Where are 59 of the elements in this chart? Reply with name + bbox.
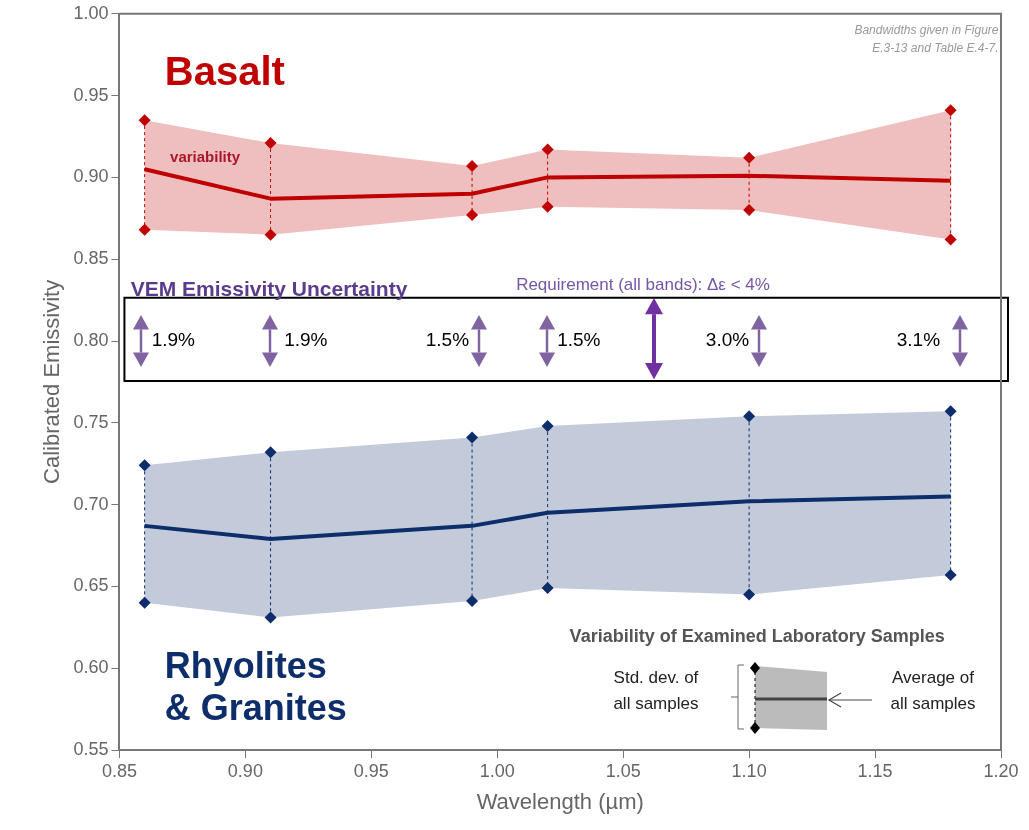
point [743,588,756,601]
y-tick-label: 1.00 [73,2,109,23]
y-tick-label: 0.80 [73,329,109,350]
annotation: 1.5% [557,329,601,351]
annotation: 3.0% [705,329,750,351]
x-tick-label: 1.20 [983,760,1019,781]
point [264,228,277,241]
point [466,209,479,222]
y-tick-label: 0.60 [73,657,109,678]
x-tick-label: 0.95 [353,760,389,781]
point [138,223,151,236]
x-tick-label: 0.90 [227,760,263,781]
y-axis-title: Calibrated Emissivity [39,279,65,484]
point [944,233,957,246]
annotation: 1.9% [284,329,328,351]
text: Rhyolites & Granites [164,645,347,728]
point [466,431,479,444]
annotation: 3.1% [896,329,941,351]
y-tick-label: 0.95 [73,84,109,105]
x-tick-label: 1.00 [479,760,515,781]
annotation: Bandwidths given in Figure E.3-13 and Table E.4-7. [854,23,999,56]
series-label: Basalt [164,49,285,94]
point [466,595,479,608]
annotation: VEM Emissivity Uncertainty [130,277,408,301]
y-tick-label: 0.75 [73,411,109,432]
annotation: 1.9% [151,329,196,351]
point [264,611,277,624]
annotation: Requirement (all bands): Δε < 4% [516,275,770,295]
annotation: 1.5% [425,329,470,351]
point [138,459,151,472]
point [944,568,957,581]
x-axis-title: Wavelength (µm) [476,788,644,814]
annotation: Std. dev. of all samples [613,667,699,713]
point [743,410,756,423]
point [743,151,756,164]
point [264,137,277,150]
point [138,114,151,127]
annotation: Average of all samples [890,667,976,713]
point [944,405,957,418]
x-tick-label: 1.15 [857,760,893,781]
point [743,204,756,217]
point [944,104,957,117]
point [541,200,554,213]
point [541,420,554,433]
y-tick-label: 0.55 [73,738,109,759]
point [264,446,277,459]
point [541,143,554,156]
y-tick-label: 0.85 [73,248,109,269]
point [138,596,151,609]
point [541,582,554,595]
point [466,159,479,172]
y-tick-label: 0.65 [73,575,109,596]
x-tick-label: 1.05 [605,760,641,781]
x-tick-label: 1.10 [731,760,767,781]
x-tick-label: 0.85 [101,760,137,781]
y-tick-label: 0.70 [73,493,109,514]
annotation: variability [170,147,241,165]
y-tick-label: 0.90 [73,166,109,187]
annotation: Variability of Examined Laboratory Samples [569,626,945,647]
